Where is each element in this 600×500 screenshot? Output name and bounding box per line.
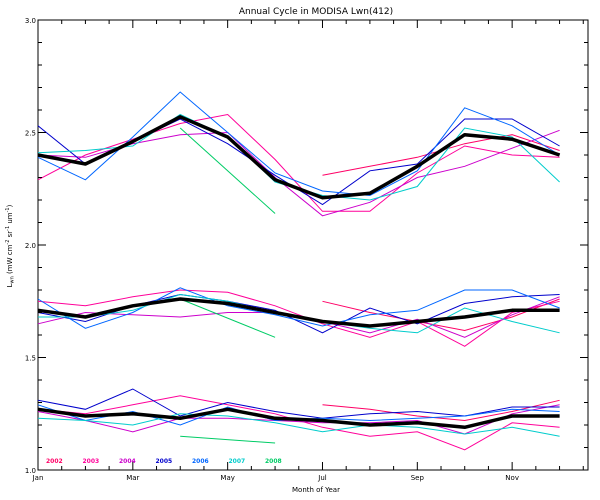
- mean-line-group-1: [37, 115, 561, 200]
- series-line-2006-group-1: [37, 91, 560, 197]
- mean-lines: [37, 115, 561, 430]
- series-line-2003-group-2: [37, 289, 560, 347]
- series-line-2004-group-1: [37, 129, 560, 217]
- legend-entry-2002: 2002: [46, 458, 63, 465]
- y-axis-label: Lwn (mW cm-2 sr-1 um-1): [5, 204, 16, 287]
- legend-entry-2003: 2003: [83, 458, 100, 465]
- series-line-2008-group-3: [180, 435, 276, 444]
- x-tick-label: May: [220, 474, 234, 482]
- series-lines: [37, 91, 560, 451]
- y-tick-label: 1.0: [25, 467, 36, 475]
- plot-area-frame: [37, 19, 589, 471]
- x-tick-label: Nov: [505, 474, 519, 482]
- x-tick-label: Jul: [317, 474, 327, 482]
- series-line-2008-group-2: [180, 298, 276, 338]
- y-axis-label-exp2: -1: [5, 226, 11, 231]
- x-axis: Jan Mar May Jul Sep Nov: [32, 20, 584, 482]
- legend-entry-2004: 2004: [119, 458, 136, 465]
- x-tick-label: Mar: [126, 474, 139, 482]
- y-tick-label: 3.0: [25, 17, 36, 25]
- series-line-2003-group-1: [37, 113, 560, 212]
- y-tick-label: 1.5: [25, 355, 36, 363]
- y-axis-label-sub: wn: [10, 276, 16, 283]
- legend-entry-2008: 2008: [265, 458, 282, 465]
- mean-line-group-2: [37, 297, 560, 328]
- series-line-2002-group-2: [322, 298, 560, 332]
- y-axis-label-units: (mW cm: [6, 244, 14, 276]
- legend-entry-2006: 2006: [192, 458, 209, 465]
- series-line-2004-group-3: [37, 404, 560, 435]
- y-axis-label-exp1: -2: [5, 240, 11, 245]
- y-axis-label-exp3: -1: [5, 207, 11, 212]
- mean-line-group-3: [37, 407, 560, 430]
- y-tick-label: 2.0: [25, 242, 36, 250]
- y-axis: 1.0 1.5 2.0 2.5 3.0: [25, 17, 588, 475]
- series-line-2007-group-3: [37, 413, 560, 437]
- series-line-2005-group-1: [37, 118, 560, 206]
- chart-title: Annual Cycle in MODISA Lwn(412): [239, 7, 393, 17]
- y-axis-label-sr: sr: [6, 231, 14, 240]
- legend-entry-2005: 2005: [156, 458, 173, 465]
- legend: 2002 2003 2004 2005 2006 2007 2008: [46, 458, 282, 465]
- series-line-2008-group-1: [179, 127, 276, 214]
- y-axis-label-um: um: [6, 212, 14, 226]
- x-axis-label: Month of Year: [292, 486, 340, 494]
- y-axis-label-close: ): [6, 204, 14, 207]
- y-tick-label: 2.5: [25, 130, 36, 138]
- series-line-2006-group-2: [37, 287, 560, 329]
- x-tick-label: Jan: [32, 474, 44, 482]
- y-axis-label-main: L: [6, 283, 14, 287]
- legend-entry-2007: 2007: [229, 458, 246, 465]
- x-tick-label: Sep: [411, 474, 425, 482]
